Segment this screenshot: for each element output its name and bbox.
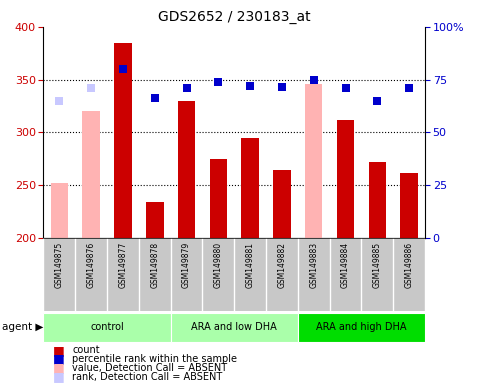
Text: ■: ■ (53, 370, 65, 383)
Text: ARA and low DHA: ARA and low DHA (191, 322, 277, 332)
Bar (43, 313, 170, 342)
Text: GSM149878: GSM149878 (150, 242, 159, 288)
Text: GSM149880: GSM149880 (214, 242, 223, 288)
Text: agent ▶: agent ▶ (2, 322, 44, 333)
Text: percentile rank within the sample: percentile rank within the sample (72, 354, 238, 364)
Text: value, Detection Call = ABSENT: value, Detection Call = ABSENT (72, 363, 227, 373)
Bar (170, 313, 298, 342)
Text: control: control (90, 322, 124, 332)
Text: rank, Detection Call = ABSENT: rank, Detection Call = ABSENT (72, 372, 223, 382)
Bar (178, 101, 195, 238)
Text: count: count (72, 345, 100, 355)
Bar (400, 172, 418, 238)
Bar (305, 84, 323, 238)
Bar (273, 170, 291, 238)
Text: ■: ■ (53, 353, 65, 366)
Text: GSM149884: GSM149884 (341, 242, 350, 288)
Bar (146, 202, 164, 238)
Bar (51, 183, 68, 238)
Text: GSM149876: GSM149876 (86, 242, 96, 288)
Bar (242, 138, 259, 238)
Title: GDS2652 / 230183_at: GDS2652 / 230183_at (158, 10, 311, 25)
Bar (337, 120, 355, 238)
Text: GSM149883: GSM149883 (309, 242, 318, 288)
Bar (83, 111, 100, 238)
Text: GSM149885: GSM149885 (373, 242, 382, 288)
Text: GSM149877: GSM149877 (118, 242, 128, 288)
Text: GSM149882: GSM149882 (277, 242, 286, 288)
Text: ■: ■ (53, 361, 65, 374)
Text: GSM149881: GSM149881 (246, 242, 255, 288)
Bar (114, 43, 132, 238)
Text: ARA and high DHA: ARA and high DHA (316, 322, 407, 332)
Text: GSM149875: GSM149875 (55, 242, 64, 288)
Bar (210, 159, 227, 238)
Text: GSM149879: GSM149879 (182, 242, 191, 288)
Bar (369, 162, 386, 238)
Bar (298, 313, 425, 342)
Text: GSM149886: GSM149886 (405, 242, 413, 288)
Text: ■: ■ (53, 344, 65, 357)
